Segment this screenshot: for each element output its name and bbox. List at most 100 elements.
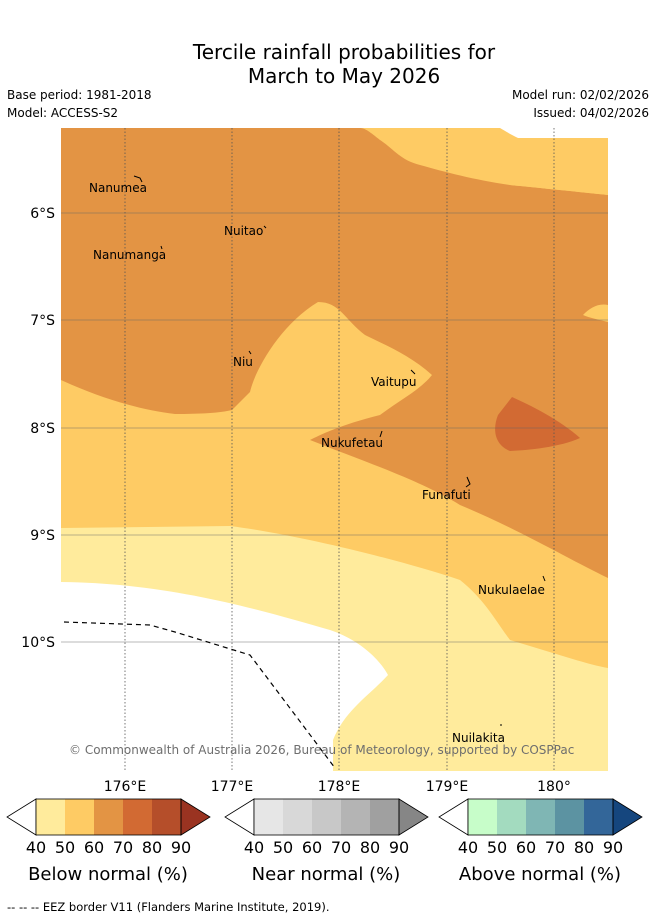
- probability-fills: [61, 128, 608, 771]
- place-nuilakita: Nuilakita: [452, 731, 505, 745]
- island-nukufetau-outline: [379, 430, 383, 438]
- lat-label-10s: 10°S: [21, 635, 55, 651]
- above-swatch-70: [555, 799, 584, 835]
- lon-label-180: 180°: [537, 780, 571, 795]
- eez-border: [63, 621, 336, 769]
- above-bar-frame: [467, 798, 614, 836]
- near-swatch-60: [312, 799, 341, 835]
- above-swatch-60: [526, 799, 555, 835]
- below-swatch-60: [94, 799, 123, 835]
- fill-below-70: [495, 397, 580, 451]
- place-nukufetau: Nukufetau: [321, 436, 383, 450]
- near-swatch-80: [370, 799, 399, 835]
- parallels: [61, 212, 608, 643]
- below-ticks: 40 50 60 70 80 90: [26, 838, 191, 857]
- colorbar-below: 40 50 60 70 80 90 Below normal (%): [6, 798, 211, 885]
- below-arrow-high: [180, 798, 211, 836]
- below-swatch-50: [65, 799, 94, 835]
- near-arrow-high: [398, 798, 429, 836]
- below-swatch-80: [152, 799, 181, 835]
- below-tick-80: 80: [142, 838, 162, 857]
- above-tick-70: 70: [545, 838, 565, 857]
- below-arrow-low: [6, 798, 37, 836]
- near-tick-90: 90: [389, 838, 409, 857]
- above-swatch-80: [584, 799, 613, 835]
- below-tick-60: 60: [84, 838, 104, 857]
- lon-label-179e: 179°E: [426, 780, 469, 795]
- near-ticks: 40 50 60 70 80 90: [244, 838, 409, 857]
- place-niu: Niu: [233, 355, 253, 369]
- colorbar-near: 40 50 60 70 80 90 Near normal (%): [224, 798, 429, 885]
- lat-label-9s: 9°S: [30, 528, 55, 544]
- near-swatch-50: [283, 799, 312, 835]
- island-outlines: [133, 175, 546, 726]
- place-nukulaelae: Nukulaelae: [478, 583, 545, 597]
- place-vaitupu: Vaitupu: [371, 375, 417, 389]
- above-tick-40: 40: [458, 838, 478, 857]
- above-ticks: 40 50 60 70 80 90: [458, 838, 623, 857]
- lat-label-6s: 6°S: [30, 206, 55, 222]
- above-tick-90: 90: [603, 838, 623, 857]
- model-name: Model: ACCESS-S2: [7, 106, 119, 120]
- near-swatch-70: [341, 799, 370, 835]
- fill-islet: [583, 304, 608, 322]
- island-nanumea-outline: [133, 175, 143, 183]
- above-swatch-40: [468, 799, 497, 835]
- island-vaitupu-outline: [410, 369, 416, 375]
- place-nanumanga: Nanumanga: [93, 248, 166, 262]
- lat-label-8s: 8°S: [30, 421, 55, 437]
- base-period: Base period: 1981-2018: [7, 88, 152, 102]
- title-line-1: Tercile rainfall probabilities for: [192, 40, 496, 64]
- legend: 176°E 177°E 178°E 179°E 180° 40 50 60 70…: [6, 780, 643, 885]
- model-run: Model run: 02/02/2026: [511, 88, 649, 102]
- near-tick-40: 40: [244, 838, 264, 857]
- above-tick-60: 60: [516, 838, 536, 857]
- near-tick-70: 70: [331, 838, 351, 857]
- below-swatch-70: [123, 799, 152, 835]
- longitude-labels: 176°E 177°E 178°E 179°E 180°: [104, 780, 571, 795]
- island-nanumanga-outline: [160, 245, 163, 250]
- place-funafuti: Funafuti: [422, 488, 471, 502]
- above-arrow-low: [438, 798, 469, 836]
- place-nuitao: Nuitao: [224, 224, 263, 238]
- copyright-text: © Commonwealth of Australia 2026, Bureau…: [69, 743, 574, 757]
- above-tick-50: 50: [487, 838, 507, 857]
- lat-label-7s: 7°S: [30, 313, 55, 329]
- above-arrow-high: [612, 798, 643, 836]
- below-bar-frame: [35, 798, 182, 836]
- lon-label-178e: 178°E: [318, 780, 361, 795]
- above-tick-80: 80: [574, 838, 594, 857]
- near-swatch-40: [254, 799, 283, 835]
- latitude-labels: 6°S 7°S 8°S 9°S 10°S: [21, 206, 55, 651]
- near-arrow-low: [224, 798, 255, 836]
- near-tick-60: 60: [302, 838, 322, 857]
- below-tick-50: 50: [55, 838, 75, 857]
- lon-label-177e: 177°E: [211, 780, 254, 795]
- below-tick-70: 70: [113, 838, 133, 857]
- near-tick-80: 80: [360, 838, 380, 857]
- near-tick-50: 50: [273, 838, 293, 857]
- above-swatch-50: [497, 799, 526, 835]
- title-line-2: March to May 2026: [247, 64, 441, 88]
- eez-footnote: -- -- -- EEZ border V11 (Flanders Marine…: [7, 900, 330, 914]
- fill-strip-yellow: [499, 128, 608, 195]
- island-niu-outline: [248, 350, 252, 355]
- below-swatch-40: [36, 799, 65, 835]
- near-bar-frame: [253, 798, 400, 836]
- below-tick-40: 40: [26, 838, 46, 857]
- island-nuitao-outline: [263, 225, 267, 229]
- above-label: Above normal (%): [459, 864, 621, 885]
- colorbar-above: 40 50 60 70 80 90 Above normal (%): [438, 798, 643, 885]
- rainfall-map: Nanumea Nuitao Nanumanga Niu Vaitupu Nuk…: [21, 128, 608, 771]
- map-title: Tercile rainfall probabilities for March…: [0, 40, 655, 88]
- place-nanumea: Nanumea: [89, 181, 147, 195]
- fill-below-60: [61, 128, 608, 578]
- place-labels: Nanumea Nuitao Nanumanga Niu Vaitupu Nuk…: [89, 181, 545, 745]
- below-tick-90: 90: [171, 838, 191, 857]
- island-nukulaelae-outline: [542, 575, 546, 582]
- lon-label-176e: 176°E: [104, 780, 147, 795]
- graticule: [124, 128, 555, 771]
- island-funafuti-outline: [465, 476, 471, 488]
- near-label: Near normal (%): [252, 864, 401, 885]
- below-label: Below normal (%): [28, 864, 188, 885]
